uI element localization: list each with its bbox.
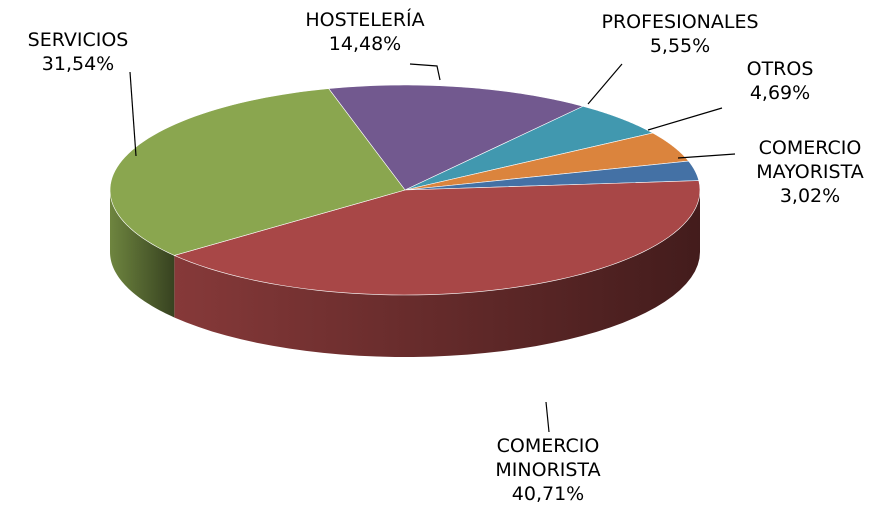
slice-side (174, 190, 701, 357)
slice-label: PROFESIONALES 5,55% (570, 10, 790, 58)
category-label: PROFESIONALES (601, 11, 759, 33)
slice (328, 84, 584, 191)
value-label: 14,48% (328, 33, 402, 55)
slice-label: COMERCIO MINORISTA 40,71% (468, 434, 628, 506)
leader-line (409, 63, 441, 81)
value-label: 40,71% (511, 483, 585, 505)
leader-line (129, 71, 137, 157)
value-label: 5,55% (649, 35, 711, 57)
leader-line (677, 153, 736, 159)
category-label: HOSTELERÍA (305, 9, 425, 31)
slice-label: COMERCIO MAYORISTA 3,02% (735, 136, 881, 208)
slice-label: HOSTELERÍA 14,48% (290, 8, 440, 56)
category-label: COMERCIO MINORISTA (495, 435, 601, 481)
slice-side (110, 190, 175, 318)
category-label: SERVICIOS (27, 29, 129, 51)
leader-line (647, 107, 723, 131)
slice-label: SERVICIOS 31,54% (0, 28, 158, 76)
category-label: OTROS (746, 58, 814, 80)
slice (404, 132, 690, 191)
leader-line (587, 63, 623, 105)
slice (109, 88, 406, 256)
slice (173, 180, 701, 296)
value-label: 3,02% (779, 185, 841, 207)
leader-line (545, 401, 550, 433)
value-label: 4,69% (749, 82, 811, 104)
value-label: 31,54% (41, 53, 115, 75)
category-label: COMERCIO MAYORISTA (756, 137, 864, 183)
slice-label: OTROS 4,69% (720, 57, 840, 105)
slice (404, 105, 654, 191)
